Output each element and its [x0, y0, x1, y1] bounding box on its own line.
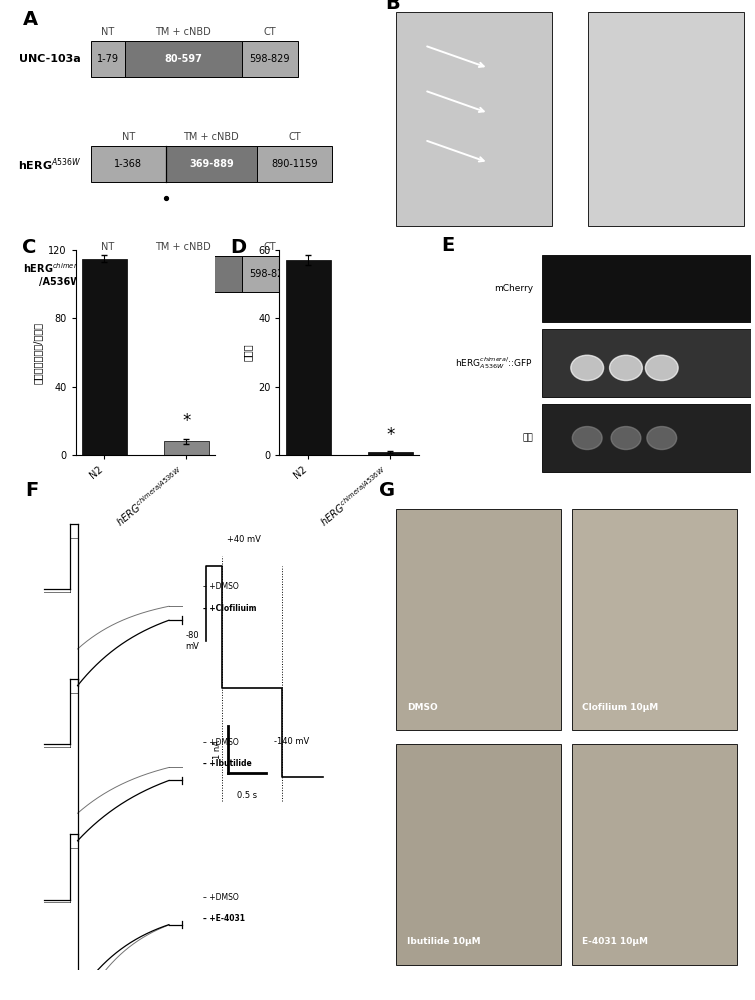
Circle shape — [611, 427, 641, 450]
Text: NT: NT — [101, 27, 114, 37]
Circle shape — [609, 355, 643, 381]
Text: 369-889: 369-889 — [189, 159, 234, 169]
Bar — [542, 329, 751, 397]
Bar — [396, 509, 561, 730]
Text: TM + cNBD: TM + cNBD — [156, 242, 211, 252]
Bar — [166, 146, 257, 182]
Text: – +DMSO: – +DMSO — [202, 893, 239, 902]
Y-axis label: 卵数量: 卵数量 — [242, 344, 252, 361]
Text: – +DMSO: – +DMSO — [202, 582, 239, 591]
Text: Ibutilide 10μM: Ibutilide 10μM — [407, 938, 480, 946]
Text: Clofilium 10μM: Clofilium 10μM — [582, 702, 658, 712]
Text: 1-368: 1-368 — [114, 159, 143, 169]
Bar — [257, 146, 332, 182]
Bar — [396, 744, 561, 965]
Text: D: D — [230, 238, 247, 257]
Text: NT: NT — [122, 132, 135, 142]
Text: hERG$^{chimera/}_{A536W}$::GFP: hERG$^{chimera/}_{A536W}$::GFP — [455, 355, 534, 371]
Text: -140 mV: -140 mV — [274, 737, 309, 746]
Bar — [125, 256, 242, 292]
Bar — [82, 259, 127, 455]
Bar — [396, 12, 553, 226]
Text: *: * — [386, 426, 394, 444]
Text: +40 mV: +40 mV — [227, 535, 260, 544]
Text: – +DMSO: – +DMSO — [202, 738, 239, 747]
Text: DMSO: DMSO — [407, 702, 437, 712]
Text: NT: NT — [101, 242, 114, 252]
Text: CT: CT — [263, 242, 276, 252]
Text: G: G — [378, 481, 395, 500]
Text: – +Clofiliuim: – +Clofiliuim — [202, 604, 256, 613]
Text: E-4031 10μM: E-4031 10μM — [582, 938, 649, 946]
Text: 0.5 s: 0.5 s — [237, 791, 257, 800]
Text: 1-79: 1-79 — [97, 54, 119, 64]
Text: 890-1159: 890-1159 — [271, 159, 318, 169]
Y-axis label: 头部摇动（次数/分钟）: 头部摇动（次数/分钟） — [32, 322, 42, 383]
Text: F: F — [25, 481, 39, 500]
Bar — [91, 146, 166, 182]
Bar — [542, 404, 751, 472]
Bar — [91, 41, 125, 77]
Text: 80-597: 80-597 — [164, 54, 202, 64]
Text: hERG$^{chimera}$
/A536W: hERG$^{chimera}$ /A536W — [23, 261, 82, 287]
Text: C: C — [23, 238, 37, 257]
Text: *: * — [182, 412, 190, 430]
Text: B: B — [386, 0, 400, 13]
Text: UNC-103a: UNC-103a — [20, 54, 82, 64]
Text: 598-829: 598-829 — [250, 269, 290, 279]
Text: 369-889: 369-889 — [161, 269, 205, 279]
Text: TM + cNBD: TM + cNBD — [183, 132, 239, 142]
Text: CT: CT — [288, 132, 300, 142]
Bar — [242, 41, 298, 77]
Bar — [368, 452, 413, 455]
Bar — [572, 509, 737, 730]
Text: TM + cNBD: TM + cNBD — [156, 27, 211, 37]
Text: mCherry: mCherry — [495, 284, 534, 293]
Bar — [242, 256, 298, 292]
Text: hERG$^{A536W}$: hERG$^{A536W}$ — [18, 156, 82, 172]
Text: – +Ibutilide: – +Ibutilide — [202, 759, 251, 768]
Bar — [285, 260, 331, 455]
Text: 1-79: 1-79 — [97, 269, 119, 279]
Text: 合并: 合并 — [522, 434, 534, 443]
Text: CT: CT — [263, 27, 276, 37]
Circle shape — [571, 355, 603, 381]
Circle shape — [572, 427, 602, 450]
Text: -80
mV: -80 mV — [186, 631, 199, 651]
Bar — [542, 255, 751, 322]
Bar — [572, 744, 737, 965]
Text: 598-829: 598-829 — [250, 54, 290, 64]
Text: E: E — [441, 236, 455, 255]
Bar — [588, 12, 744, 226]
Text: – +E-4031: – +E-4031 — [202, 914, 245, 923]
Bar — [125, 41, 242, 77]
Bar — [91, 256, 125, 292]
Text: A: A — [23, 10, 38, 29]
Bar — [164, 441, 209, 455]
Text: 1 nA: 1 nA — [213, 740, 222, 759]
Circle shape — [647, 427, 676, 450]
Circle shape — [646, 355, 678, 381]
